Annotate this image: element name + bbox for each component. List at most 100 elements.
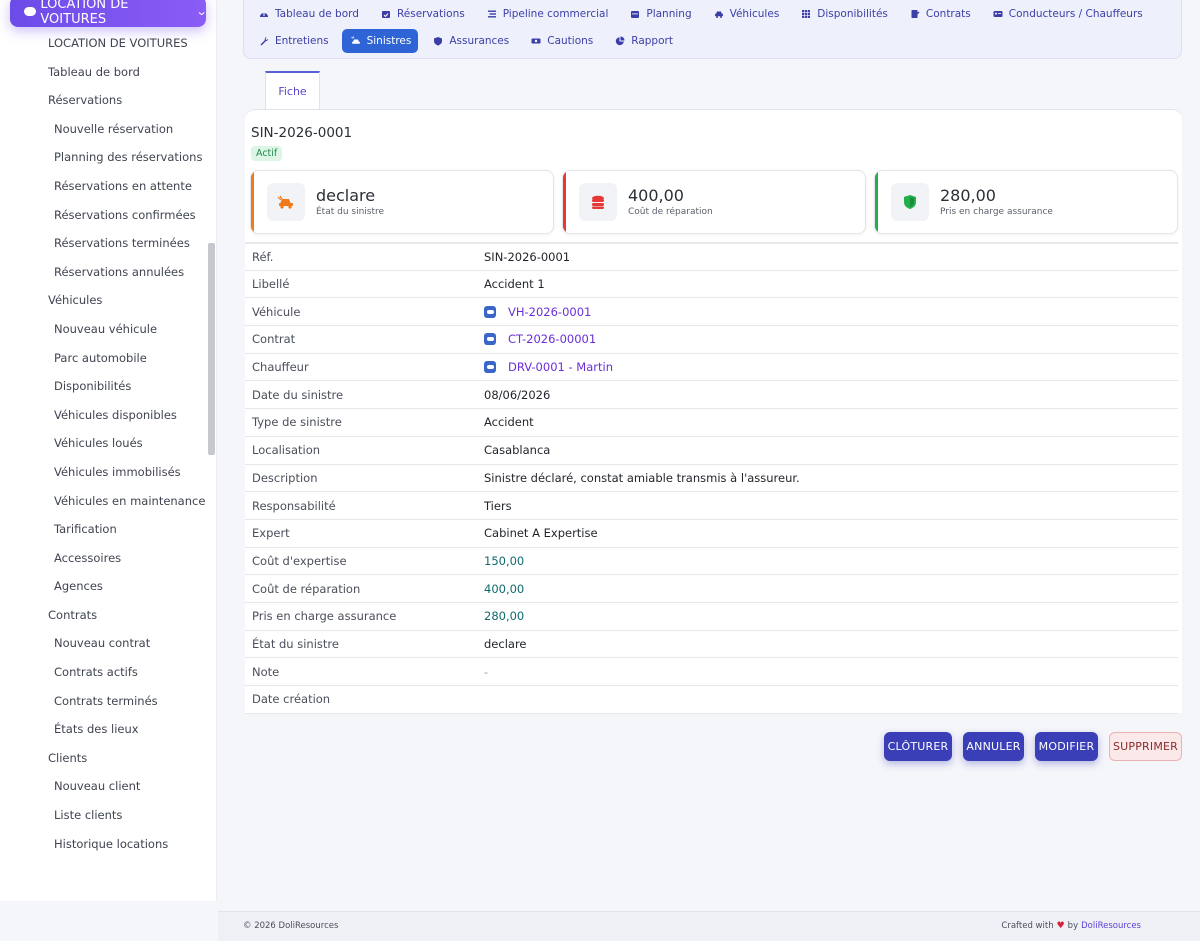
field-value: SIN-2026-0001 — [484, 249, 571, 264]
tab-rapport[interactable]: Rapport — [606, 29, 680, 53]
tab-contrats[interactable]: Contrats — [901, 2, 978, 26]
heart-icon: ♥ — [1056, 921, 1065, 931]
contract-icon — [911, 10, 920, 18]
field-value: Accident — [484, 415, 534, 430]
field-row-description: Description Sinistre déclaré, constat ami… — [245, 465, 1178, 493]
cancel-button[interactable]: ANNULER — [963, 732, 1024, 761]
sidebar-item-vehicules-immobilises[interactable]: Véhicules immobilisés — [54, 464, 181, 479]
sidebar-item-planning-des-reservations[interactable]: Planning des réservations — [54, 150, 203, 165]
field-label: Date création — [252, 692, 331, 707]
sidebar-item-location-de-voitures[interactable]: LOCATION DE VOITURES — [48, 36, 188, 50]
field-row-expert: Expert Cabinet A Expertise — [245, 520, 1178, 548]
sidebar-bottom — [0, 901, 217, 941]
tab-tableau-de-bord[interactable]: Tableau de bord — [250, 2, 366, 26]
field-value[interactable]: CT-2026-00001 — [484, 332, 596, 346]
sidebar-item-historique-locations[interactable]: Historique locations — [54, 836, 169, 851]
tab-pipeline-commercial[interactable]: Pipeline commercial — [478, 2, 616, 26]
sidebar-item-parc-automobile[interactable]: Parc automobile — [54, 350, 147, 365]
footer-by-text: by — [1067, 921, 1079, 931]
sidebar-item-tableau-de-bord[interactable]: Tableau de bord — [48, 64, 140, 79]
field-value: declare — [484, 636, 527, 651]
car-icon — [714, 11, 723, 18]
tab-label: Tableau de bord — [275, 8, 359, 20]
edit-button[interactable]: MODIFIER — [1035, 732, 1098, 761]
coins-icon — [579, 183, 617, 221]
sidebar-item-vehicules[interactable]: Véhicules — [48, 293, 103, 308]
sidebar-item-nouvelle-reservation[interactable]: Nouvelle réservation — [54, 121, 174, 136]
shield-icon — [434, 37, 443, 46]
field-row-cout-de-reparation: Coût de réparation 400,00 — [245, 575, 1178, 603]
sidebar-item-nouveau-client[interactable]: Nouveau client — [54, 779, 141, 794]
tab-assurances[interactable]: Assurances — [424, 29, 516, 53]
chevron-down-icon: ⌄ — [195, 5, 208, 18]
field-row-etat-du-sinistre: État du sinistre declare — [245, 631, 1178, 659]
sidebar-item-disponibilites[interactable]: Disponibilités — [54, 379, 132, 394]
field-link-text[interactable]: DRV-0001 - Martin — [508, 360, 613, 375]
tab-reservations[interactable]: Réservations — [372, 2, 472, 26]
delete-button[interactable]: SUPPRIMER — [1109, 732, 1182, 761]
tab-planning[interactable]: Planning — [621, 2, 698, 26]
sidebar: LOCATION DE VOITURES ⌄ LOCATION DE VOITU… — [0, 0, 217, 901]
field-link-text[interactable]: CT-2026-00001 — [508, 332, 597, 347]
tab-label: Contrats — [925, 8, 971, 20]
top-nav-row-2: Entretiens Sinistres Assurances Cautions Rap… — [244, 29, 680, 53]
kpi-accent-bar — [875, 171, 878, 233]
module-title: LOCATION DE VOITURES — [40, 0, 129, 27]
kpi-card-repair-cost: 400,00 Coût de réparation — [562, 170, 866, 234]
field-row-contrat: Contrat CT-2026-00001 — [245, 326, 1178, 354]
sidebar-item-vehicules-loues[interactable]: Véhicules loués — [54, 436, 143, 451]
sidebar-item-tarification[interactable]: Tarification — [54, 522, 117, 537]
sidebar-item-clients[interactable]: Clients — [48, 750, 88, 765]
sidebar-item-nouveau-vehicule[interactable]: Nouveau véhicule — [54, 321, 158, 336]
footer-brand-link[interactable]: DoliResources — [1081, 921, 1141, 931]
car-icon — [484, 361, 496, 374]
wrench-icon — [260, 37, 268, 46]
sidebar-item-reservations-confirmees[interactable]: Réservations confirmées — [54, 207, 196, 222]
field-value[interactable]: VH-2026-0001 — [484, 305, 591, 319]
money-icon — [531, 38, 541, 44]
field-label: État du sinistre — [252, 636, 339, 651]
field-row-date-du-sinistre: Date du sinistre 08/06/2026 — [245, 381, 1178, 410]
kpi-accent-bar — [251, 171, 254, 233]
field-link-text[interactable]: VH-2026-0001 — [508, 304, 592, 319]
car-crash-icon — [350, 36, 360, 44]
sidebar-item-vehicules-disponibles[interactable]: Véhicules disponibles — [54, 407, 177, 422]
car-icon — [484, 305, 496, 318]
tab-entretiens[interactable]: Entretiens — [250, 29, 336, 53]
sidebar-item-reservations-en-attente[interactable]: Réservations en attente — [54, 178, 192, 193]
close-button[interactable]: CLÔTURER — [884, 732, 952, 761]
id-card-icon — [993, 11, 1003, 17]
field-label: Responsabilité — [252, 498, 336, 513]
sidebar-item-contrats[interactable]: Contrats — [48, 607, 98, 622]
tab-label: Pipeline commercial — [502, 8, 609, 20]
sidebar-item-agences[interactable]: Agences — [54, 579, 103, 594]
kpi-accent-bar — [563, 171, 566, 233]
sidebar-item-reservations-terminees[interactable]: Réservations terminées — [54, 236, 190, 251]
sidebar-item-reservations[interactable]: Réservations — [48, 93, 123, 108]
tab-sinistres[interactable]: Sinistres — [341, 29, 419, 53]
field-row-responsabilite: Responsabilité Tiers — [245, 492, 1178, 520]
sidebar-item-contrats-termines[interactable]: Contrats terminés — [54, 693, 158, 708]
tab-cautions[interactable]: Cautions — [522, 29, 600, 53]
tab-fiche[interactable]: Fiche — [265, 71, 320, 110]
module-menu-button[interactable]: LOCATION DE VOITURES ⌄ — [10, 0, 208, 27]
sidebar-item-liste-clients[interactable]: Liste clients — [54, 808, 123, 823]
sidebar-scrollbar[interactable] — [208, 243, 215, 455]
top-nav-row-1: Tableau de bord Réservations Pipeline comm… — [244, 2, 1150, 26]
field-row-pris-en-charge-assurance: Pris en charge assurance 280,00 — [245, 603, 1178, 631]
tab-vehicules[interactable]: Véhicules — [705, 2, 787, 26]
tab-disponibilites[interactable]: Disponibilités — [792, 2, 895, 26]
sidebar-item-nouveau-contrat[interactable]: Nouveau contrat — [54, 636, 151, 651]
sidebar-item-etats-des-lieux[interactable]: États des lieux — [54, 722, 139, 737]
sidebar-item-contrats-actifs[interactable]: Contrats actifs — [54, 665, 138, 680]
tab-label: Conducteurs / Chauffeurs — [1008, 8, 1143, 20]
tab-conducteurs-chauffeurs[interactable]: Conducteurs / Chauffeurs — [984, 2, 1150, 26]
field-value: 08/06/2026 — [484, 387, 551, 402]
field-row-libelle: Libellé Accident 1 — [245, 271, 1178, 299]
sidebar-item-reservations-annulees[interactable]: Réservations annulées — [54, 264, 185, 279]
sidebar-item-accessoires[interactable]: Accessoires — [54, 550, 122, 565]
sidebar-item-vehicules-en-maintenance[interactable]: Véhicules en maintenance — [54, 493, 206, 508]
field-value[interactable]: DRV-0001 - Martin — [484, 360, 613, 374]
field-label: Réf. — [252, 249, 274, 264]
field-row-note: Note - — [245, 658, 1178, 686]
